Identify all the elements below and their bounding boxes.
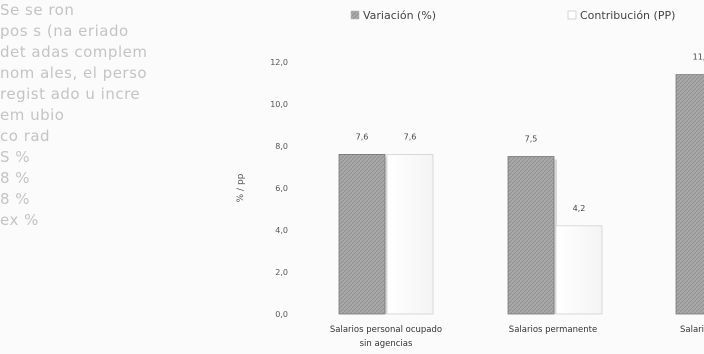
background-text-line: regist ado u incre bbox=[0, 85, 141, 103]
background-text-line: 8 % bbox=[0, 190, 31, 208]
data-label: 7,6 bbox=[404, 132, 417, 141]
background-text-line: em ubio bbox=[0, 106, 65, 124]
data-label: 11, bbox=[693, 53, 704, 62]
y-tick-label: 10,0 bbox=[270, 100, 288, 109]
y-tick-label: 8,0 bbox=[275, 142, 288, 151]
y-tick-label: 4,0 bbox=[275, 226, 288, 235]
legend-label: Variación (%) bbox=[363, 9, 436, 22]
data-label: 7,6 bbox=[356, 132, 369, 141]
y-tick-label: 6,0 bbox=[275, 184, 288, 193]
category-label: Salarios permanente bbox=[509, 325, 597, 335]
background-text-line: S % bbox=[0, 148, 31, 166]
legend-label: Contribución (PP) bbox=[580, 9, 675, 22]
legend-swatch bbox=[350, 10, 360, 20]
background-text-line: ex % bbox=[0, 211, 39, 229]
y-axis-title: % / pp bbox=[236, 173, 246, 202]
background-text-line: pos s (na eriado bbox=[0, 22, 129, 40]
y-tick-label: 0,0 bbox=[275, 310, 288, 319]
legend-swatch bbox=[567, 10, 577, 20]
category-label: Salarios personal ocupado sin agencias bbox=[330, 325, 442, 349]
bar bbox=[338, 153, 386, 315]
data-label: 7,5 bbox=[525, 135, 538, 144]
background-text-line: Se se ron bbox=[0, 1, 75, 19]
y-tick-label: 12,0 bbox=[270, 58, 288, 67]
background-text-line: 8 % bbox=[0, 169, 31, 187]
category-label: Salarios t bbox=[680, 325, 704, 335]
data-label: 4,2 bbox=[573, 204, 586, 213]
background-text-line: co rad bbox=[0, 127, 51, 145]
background-text-line: nom ales, el perso bbox=[0, 64, 148, 82]
bar bbox=[386, 153, 434, 315]
y-tick-label: 2,0 bbox=[275, 268, 288, 277]
background-text-line: det adas complem bbox=[0, 43, 148, 61]
background-text-block: Se se ron pos s (na eriado det adas comple… bbox=[0, 0, 250, 354]
bar bbox=[507, 156, 555, 315]
bar bbox=[555, 225, 603, 315]
bar bbox=[675, 74, 704, 315]
